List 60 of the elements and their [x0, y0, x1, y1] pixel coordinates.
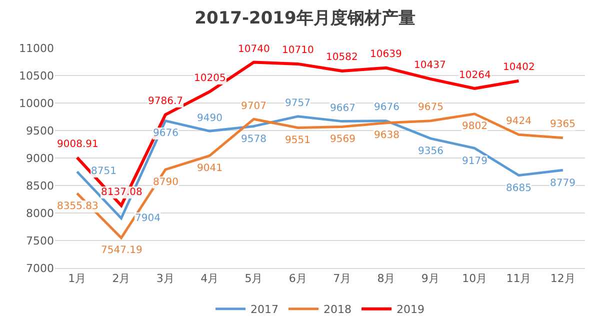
data-label: 8790 — [153, 177, 178, 188]
data-label: 8779 — [550, 178, 576, 189]
data-label: 8751 — [91, 166, 116, 177]
data-label: 8137.08 — [101, 187, 142, 198]
data-label: 9008.91 — [57, 139, 98, 150]
data-label: 10582 — [326, 52, 358, 63]
x-tick-label: 1月 — [68, 272, 86, 286]
data-label: 9356 — [418, 146, 444, 157]
y-tick-label: 9500 — [26, 124, 54, 138]
y-tick-label: 10000 — [19, 96, 54, 110]
x-tick-label: 2月 — [112, 272, 130, 286]
y-tick-label: 8500 — [26, 179, 54, 192]
y-tick-label: 7500 — [26, 234, 54, 248]
x-tick-label: 8月 — [377, 272, 396, 286]
x-tick-label: 9月 — [421, 272, 440, 286]
data-label: 10639 — [370, 49, 402, 60]
data-label: 9802 — [462, 121, 488, 132]
legend-label: 2018 — [324, 303, 352, 316]
data-label: 9675 — [418, 102, 444, 113]
data-label: 9569 — [330, 134, 356, 145]
data-label: 9667 — [330, 103, 356, 114]
data-label: 10710 — [282, 45, 314, 56]
data-label: 9638 — [374, 130, 400, 141]
data-label: 9490 — [197, 113, 222, 124]
data-label: 10740 — [238, 44, 270, 55]
x-tick-label: 5月 — [244, 272, 263, 286]
data-label: 9676 — [153, 128, 178, 139]
data-label: 7547.19 — [101, 245, 142, 256]
data-label: 10402 — [503, 62, 535, 73]
legend-label: 2019 — [396, 303, 424, 316]
data-label: 9757 — [285, 98, 310, 109]
data-label: 7904 — [135, 213, 160, 224]
x-tick-label: 4月 — [200, 272, 219, 286]
x-tick-label: 12月 — [550, 272, 576, 286]
data-label: 9786.7 — [148, 96, 183, 107]
chart-title: 2017-2019年月度钢材产量 — [194, 8, 416, 29]
data-label: 8355.83 — [57, 201, 98, 212]
data-label: 9041 — [197, 163, 222, 174]
x-tick-label: 3月 — [156, 272, 174, 286]
data-label: 9676 — [374, 102, 400, 113]
y-tick-label: 10500 — [19, 69, 54, 82]
x-tick-label: 7月 — [333, 272, 352, 286]
data-label: 10264 — [459, 70, 491, 81]
data-label: 9179 — [462, 156, 488, 167]
data-label: 9551 — [285, 135, 310, 146]
data-label: 9578 — [241, 134, 266, 145]
x-tick-label: 6月 — [288, 272, 307, 286]
data-label: 8685 — [506, 183, 532, 194]
y-tick-label: 7000 — [26, 262, 54, 275]
legend-label: 2017 — [250, 303, 278, 316]
y-tick-label: 8000 — [26, 206, 54, 220]
data-label: 10205 — [194, 73, 226, 84]
data-label: 9424 — [506, 116, 532, 127]
y-tick-label: 11000 — [19, 42, 54, 55]
data-label: 10437 — [414, 60, 446, 71]
y-tick-label: 9000 — [26, 152, 54, 165]
x-tick-label: 11月 — [506, 272, 532, 286]
data-label: 9365 — [550, 119, 576, 130]
data-label: 9707 — [241, 101, 266, 112]
x-tick-label: 10月 — [462, 272, 488, 286]
